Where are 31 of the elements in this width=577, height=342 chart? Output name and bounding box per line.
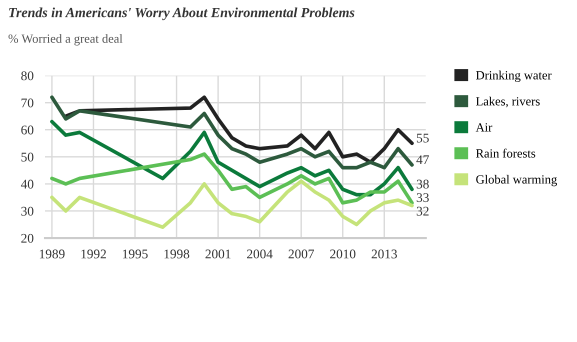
data-label: 33 — [416, 193, 429, 202]
x-tick-label: 2001 — [205, 250, 231, 258]
line-series — [50, 179, 414, 230]
legend-label: Lakes, rivers — [476, 96, 540, 108]
legend-label: Rain forests — [476, 148, 536, 158]
x-tick-label: 2013 — [372, 250, 397, 258]
data-label: 47 — [416, 155, 429, 164]
y-tick-label: 40 — [20, 180, 34, 189]
legend-label: Air — [476, 123, 492, 132]
y-tick-label: 50 — [21, 152, 34, 162]
data-label: 55 — [416, 134, 429, 143]
x-tick-label: 1992 — [81, 250, 106, 258]
y-tick-label: 70 — [22, 98, 34, 108]
data-label: 38 — [416, 180, 429, 189]
y-tick-label: 80 — [21, 71, 34, 80]
line-series — [50, 120, 414, 197]
y-tick-label: 60 — [21, 126, 34, 134]
y-tick-label: 30 — [21, 206, 34, 216]
x-tick-label: 1995 — [122, 250, 148, 258]
chart-title: Trends in Americans' Worry About Environmental Problems — [9, 7, 354, 20]
x-tick-label: 2004 — [247, 250, 273, 258]
data-label: 32 — [416, 206, 429, 216]
line-series — [50, 152, 414, 205]
y-tick-label: 20 — [21, 234, 34, 243]
chart-subtitle: % Worried a great deal — [8, 34, 123, 46]
legend-label: Drinking water — [476, 70, 552, 82]
x-tick-label: 2007 — [288, 250, 314, 258]
legend-label: Global warming — [476, 174, 557, 186]
x-tick-label: 1998 — [164, 250, 190, 258]
x-tick-label: 1989 — [40, 250, 65, 258]
x-tick-label: 2010 — [330, 250, 356, 258]
